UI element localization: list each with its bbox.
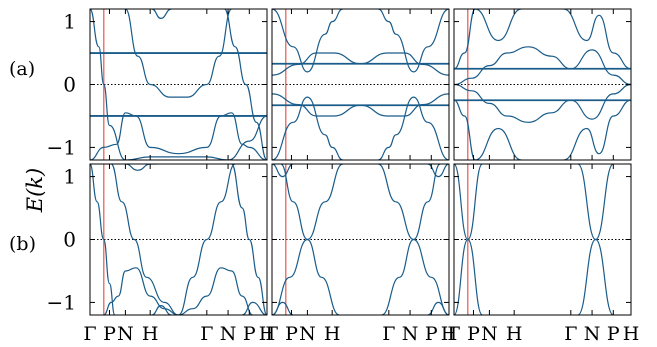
band-line xyxy=(223,9,267,160)
panel-b-1: 10−1Γ P N H Γ N P H xyxy=(47,163,276,345)
y-tick-label: 0 xyxy=(63,228,76,252)
y-tick-label: −1 xyxy=(47,135,76,159)
x-tick-label: P xyxy=(425,323,438,345)
band-line xyxy=(272,96,343,160)
panel-plot-area xyxy=(454,9,631,160)
panel-plot-area xyxy=(272,164,449,315)
band-line xyxy=(378,9,449,73)
x-tick-label: H xyxy=(324,323,341,345)
band-line xyxy=(90,164,116,315)
x-tick-label: N xyxy=(220,323,237,345)
band-line xyxy=(454,83,631,123)
band-line xyxy=(454,164,483,315)
panel-a-2 xyxy=(271,8,450,161)
band-line xyxy=(90,9,267,160)
x-tick-label: P xyxy=(607,323,620,345)
panel-plot-area xyxy=(272,9,449,160)
band-line xyxy=(454,46,631,86)
band-line xyxy=(272,301,294,315)
x-tick-label: Γ xyxy=(382,323,395,345)
panel-a-1: 1 0 −1 xyxy=(47,8,268,161)
band-line xyxy=(272,164,294,178)
band-line xyxy=(90,112,267,160)
x-tick-label: H xyxy=(623,323,640,345)
panels-layer: 10−110−1Γ P N H Γ N P HΓ P N H Γ N P HΓ P N H Γ N P H xyxy=(47,8,640,345)
labels-layer: (a) (b) E(k) xyxy=(9,58,47,255)
x-tick-label: Γ xyxy=(265,323,278,345)
band-line xyxy=(563,99,631,160)
band-line xyxy=(151,9,172,20)
band-line xyxy=(110,164,179,315)
band-line xyxy=(272,52,449,76)
x-tick-label: H xyxy=(506,323,523,345)
band-line xyxy=(272,9,343,73)
x-tick-label: Γ xyxy=(564,323,577,345)
y-tick-label: −1 xyxy=(47,290,76,314)
x-tick-label: Γ xyxy=(447,323,460,345)
band-line xyxy=(454,9,522,70)
band-line xyxy=(378,96,449,160)
x-tick-label: H xyxy=(142,323,159,345)
band-line xyxy=(563,9,631,70)
x-tick-label: Γ xyxy=(83,323,96,345)
band-line xyxy=(454,99,522,160)
x-tick-label: N xyxy=(584,323,601,345)
y-axis-title: E(k) xyxy=(23,168,47,213)
band-line xyxy=(178,267,254,315)
band-line xyxy=(381,164,441,315)
band-line xyxy=(577,164,614,315)
y-tick-label: 1 xyxy=(63,10,76,34)
row-label-a: (a) xyxy=(9,58,35,80)
band-line xyxy=(178,164,236,315)
x-tick-label: H xyxy=(259,323,276,345)
band-line xyxy=(124,9,233,98)
x-tick-label: N xyxy=(402,323,419,345)
panel-plot-area xyxy=(454,164,631,315)
band-line xyxy=(272,93,449,117)
x-tick-label: P xyxy=(285,323,298,345)
x-tick-label: P xyxy=(103,323,116,345)
band-line xyxy=(280,164,340,315)
band-line xyxy=(231,164,267,315)
panel-plot-area xyxy=(90,164,267,315)
x-tick-label: P xyxy=(243,323,256,345)
band-line xyxy=(103,267,179,315)
x-tick-label: P xyxy=(467,323,480,345)
x-tick-label: N xyxy=(481,323,498,345)
band-line xyxy=(151,304,172,315)
band-line xyxy=(125,164,158,171)
y-tick-label: 0 xyxy=(63,73,76,97)
y-tick-label: 1 xyxy=(63,165,76,189)
panel-plot-area xyxy=(90,9,267,160)
panel-a-3 xyxy=(453,8,632,161)
row-label-b: (b) xyxy=(9,233,36,255)
x-tick-label: N xyxy=(299,323,316,345)
band-line xyxy=(242,301,267,315)
x-tick-label: N xyxy=(117,323,134,345)
x-tick-label: Γ xyxy=(200,323,213,345)
x-tick-label: H xyxy=(441,323,458,345)
